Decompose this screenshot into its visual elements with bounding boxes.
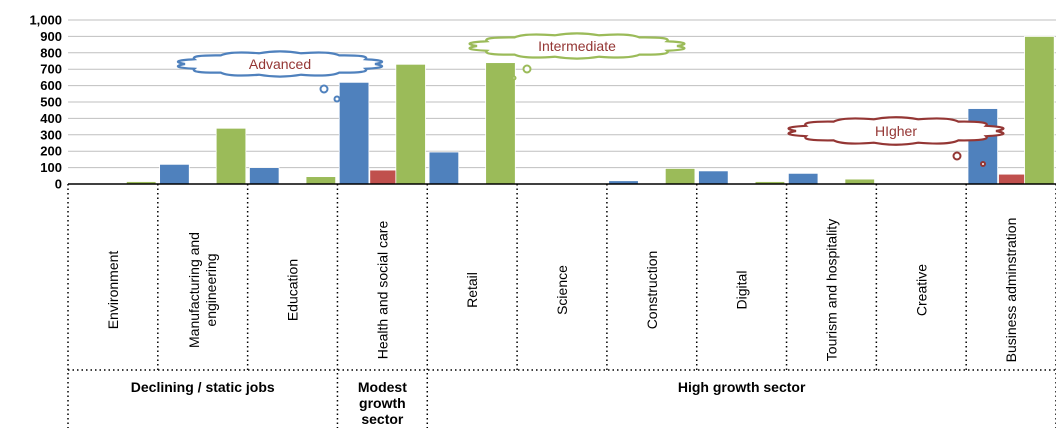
callout-bubble [522, 64, 532, 74]
group-label: High growth sector [678, 379, 806, 395]
bar-intermediate-3 [395, 63, 426, 185]
callout-bubble [511, 75, 517, 81]
callout-bubble [952, 151, 962, 161]
y-tick-label: 900 [40, 29, 62, 44]
group-label: Declining / static jobs [131, 379, 275, 395]
callout-bubble [980, 161, 986, 167]
callout-label: Intermediate [538, 38, 616, 54]
callout-bubble [319, 84, 329, 94]
callout-label: Advanced [249, 56, 311, 72]
category-label: Retail [464, 272, 480, 308]
callout-cloud [176, 50, 384, 78]
y-tick-label: 400 [40, 111, 62, 126]
category-label: engineering [203, 253, 219, 326]
y-tick-label: 800 [40, 45, 62, 60]
callout-label: HIgher [875, 123, 917, 139]
group-label: sector [361, 411, 404, 427]
bar-advanced-3 [338, 81, 370, 185]
y-tick-label: 200 [40, 144, 62, 159]
bar-advanced-4 [428, 151, 460, 185]
group-label: growth [359, 395, 406, 411]
callout-cloud [787, 116, 1005, 146]
bar-advanced-8 [787, 172, 819, 185]
category-label: Environment [105, 251, 121, 330]
category-label: Health and social care [374, 221, 390, 360]
group-label: Modest [358, 379, 407, 395]
category-label: Manufacturing and [186, 232, 202, 348]
bars [125, 36, 1055, 185]
category-labels: Environment Manufacturing and engineering E… [105, 218, 1019, 427]
bar-advanced-10 [967, 108, 999, 185]
callout-bubble [333, 95, 341, 103]
y-tick-label: 500 [40, 95, 62, 110]
category-label: Construction [644, 251, 660, 330]
callout-cloud [468, 32, 686, 60]
category-label: Education [285, 259, 301, 321]
y-tick-label: 0 [55, 177, 62, 192]
bar-intermediate-1 [215, 127, 247, 185]
bar-advanced-7 [698, 170, 729, 185]
bar-higher-10 [998, 173, 1029, 185]
y-tick-label: 700 [40, 62, 62, 77]
category-label: Business adminstration [1003, 218, 1019, 363]
callouts: Advanced Intermediate HIgher [176, 32, 1005, 167]
y-tick-label: 600 [40, 78, 62, 93]
y-tick-label: 100 [40, 160, 62, 175]
y-tick-label: 300 [40, 127, 62, 142]
category-label: Digital [734, 271, 750, 310]
bar-intermediate-2 [305, 176, 337, 185]
category-label: Science [554, 265, 570, 315]
bar-intermediate-6 [664, 168, 696, 185]
category-label: Tourism and hospitality [823, 219, 839, 361]
y-tick-label: 1,000 [29, 13, 62, 28]
bar-advanced-1 [159, 163, 190, 185]
bar-higher-3 [369, 169, 400, 185]
bar-intermediate-4 [485, 62, 516, 185]
category-label: Creative [913, 264, 929, 316]
bar-advanced-2 [249, 167, 280, 185]
bar-intermediate-10 [1024, 36, 1055, 185]
